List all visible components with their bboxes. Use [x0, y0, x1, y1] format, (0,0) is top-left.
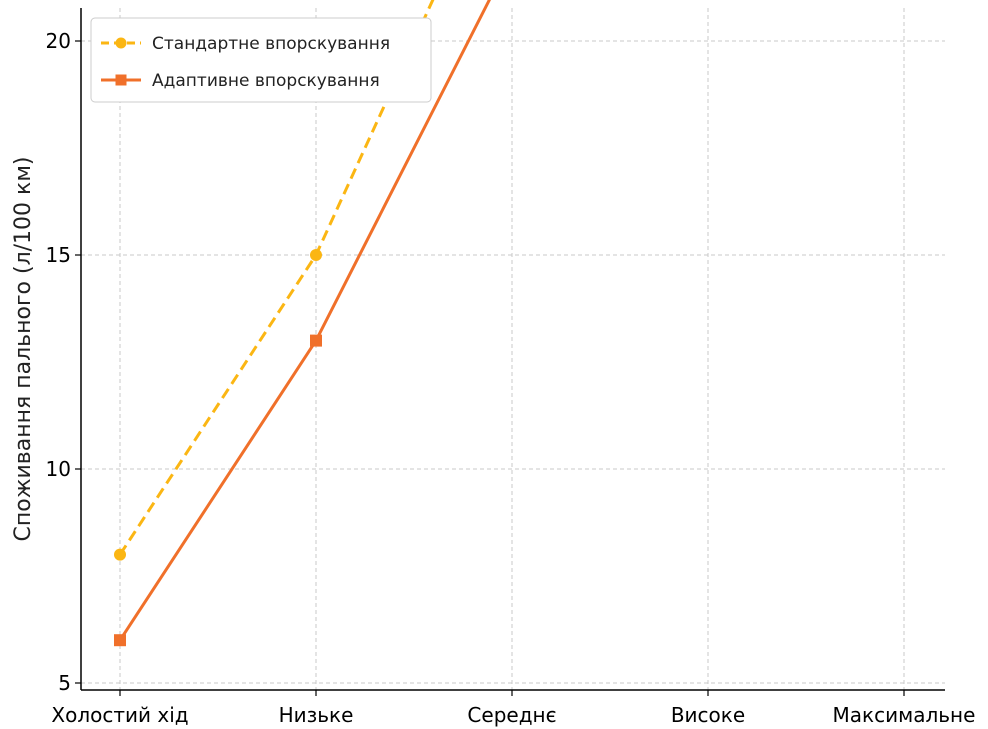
y-tick-label: 5	[58, 671, 71, 695]
axes	[80, 8, 945, 691]
y-tick-label: 20	[46, 29, 71, 53]
legend-box	[90, 17, 432, 103]
x-tick-label: Низьке	[279, 703, 354, 727]
y-ticks: 5101520253035	[46, 29, 81, 695]
legend-swatch-square-marker	[115, 74, 127, 86]
data-point-circle	[114, 548, 126, 561]
data-point-square	[114, 634, 126, 647]
x-tick-label: Середнє	[467, 703, 556, 727]
x-tick-label: Максимальне	[833, 703, 976, 727]
y-tick-label: 10	[46, 457, 71, 481]
y-tick-label: 15	[46, 243, 71, 267]
legend-swatch-circle-marker	[115, 37, 127, 49]
data-point-circle	[310, 249, 322, 261]
legend: Стандартне впорскування Адаптивне впорск…	[90, 17, 432, 103]
series-line-0	[118, 0, 435, 556]
y-axis-label: Споживання пального (л/100 км)	[11, 156, 36, 541]
legend-label: Стандартне впорскування	[152, 34, 390, 54]
legend-label: Адаптивне впорскування	[152, 71, 380, 91]
series-group	[114, 0, 491, 647]
data-point-square	[310, 334, 322, 347]
x-tick-label: Високе	[671, 703, 745, 727]
x-ticks: Холостий хід Низьке Середнє Високе Максималь…	[51, 690, 975, 727]
series-line-1	[118, 0, 491, 642]
x-tick-label: Холостий хід	[51, 703, 188, 727]
grid-lines	[81, 8, 945, 690]
